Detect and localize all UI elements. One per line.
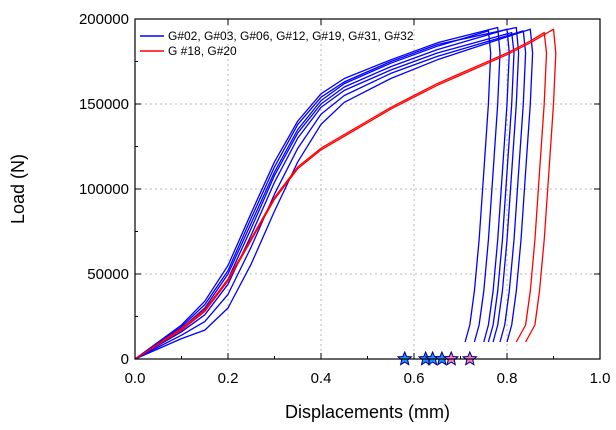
series-line-6 — [134, 30, 527, 360]
series-line-8 — [134, 31, 548, 360]
x-tick-label: 0.6 — [404, 370, 425, 387]
y-tick-label: 50000 — [87, 266, 129, 283]
x-tick-label: 0.8 — [497, 370, 518, 387]
star-marker-1 — [396, 350, 413, 366]
y-tick-label: 200000 — [79, 11, 129, 28]
star-marker-6 — [461, 350, 478, 366]
series-lines — [134, 26, 557, 360]
y-tick-label: 0 — [121, 351, 129, 368]
series-line-4 — [134, 31, 515, 360]
legend-label: G#02, G#03, G#06, G#12, G#19, G#31, G#32 — [168, 29, 414, 43]
x-tick-label: 1.0 — [590, 370, 611, 387]
y-axis-title: Load (N) — [8, 154, 28, 224]
series-line-1 — [134, 30, 492, 360]
legend-label: G #18, G#20 — [168, 44, 237, 58]
grid-lines — [135, 19, 600, 359]
series-line-5 — [134, 26, 520, 360]
star-marker-5 — [443, 350, 460, 366]
axis-ticks: 0.0 0.2 0.4 0.6 0.8 1.0 0 50000 100000 150000 2000… — [79, 11, 610, 387]
x-tick-label: 0.4 — [311, 370, 332, 387]
series-line-7 — [134, 28, 534, 360]
y-tick-label: 150000 — [79, 96, 129, 113]
series-line-9 — [134, 28, 557, 360]
x-axis-title: Displacements (mm) — [285, 402, 450, 422]
zero-load-markers — [396, 350, 478, 366]
y-tick-label: 100000 — [79, 181, 129, 198]
legend: G#02, G#03, G#06, G#12, G#19, G#31, G#32… — [140, 29, 414, 58]
x-tick-label: 0.0 — [125, 370, 146, 387]
x-tick-label: 0.2 — [218, 370, 239, 387]
series-line-2 — [134, 26, 501, 360]
